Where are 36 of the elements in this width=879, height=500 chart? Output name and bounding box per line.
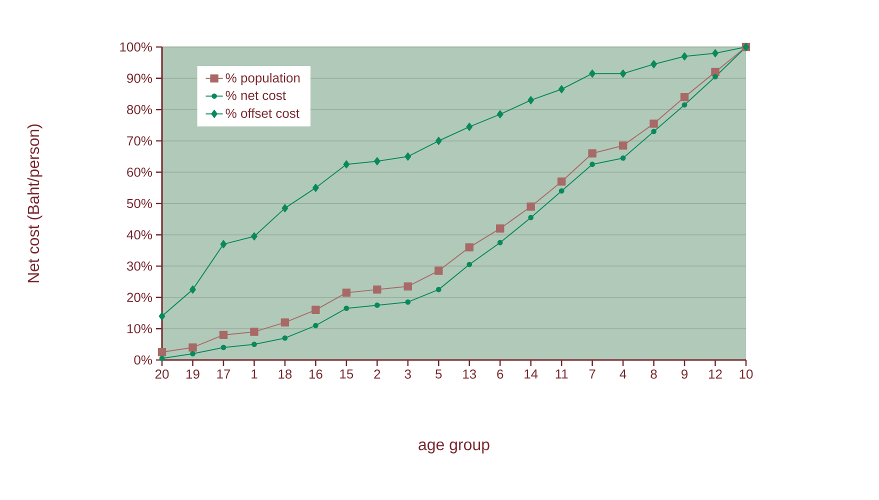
x-tick-label: 10 [740, 370, 753, 379]
x-tick-label: 20 [155, 370, 169, 379]
y-tick-label: 90% [127, 74, 152, 83]
legend-label: % population [226, 72, 300, 86]
x-tick-label: 8 [650, 370, 657, 379]
y-tick-label: 70% [127, 136, 152, 146]
legend-label: % net cost [226, 90, 286, 100]
x-tick-label: 18 [278, 370, 292, 379]
y-tick-label: 20% [127, 292, 152, 302]
y-tick-label: 100% [120, 42, 152, 52]
y-axis-title: Net cost (Baht/person) [27, 124, 42, 282]
y-tick-label: 40% [126, 230, 152, 240]
y-tick-label: 60% [127, 168, 152, 177]
x-tick-label: 9 [682, 370, 688, 379]
x-tick-label: 17 [217, 370, 230, 378]
x-tick-label: 15 [340, 370, 354, 379]
x-tick-label: 11 [556, 370, 568, 378]
x-tick-label: 5 [436, 370, 442, 379]
legend-label: % offset cost [226, 108, 300, 118]
x-tick-label: 3 [404, 370, 411, 379]
x-tick-label: 16 [309, 370, 322, 379]
y-tick-label: 80% [127, 104, 152, 114]
x-tick-label: 13 [463, 370, 476, 379]
x-tick-label: 6 [497, 370, 504, 379]
x-tick-label: 2 [374, 370, 380, 379]
y-tick-label: 50% [126, 198, 152, 208]
x-tick-label: 19 [186, 370, 200, 379]
x-tick-label: 4 [620, 370, 626, 378]
y-tick-label: 10% [127, 324, 152, 334]
x-tick-label: 7 [589, 370, 596, 378]
y-tick-label: 30% [126, 261, 152, 271]
x-tick-label: 1 [252, 370, 258, 378]
x-tick-label: 12 [709, 370, 722, 379]
x-tick-label: 14 [524, 370, 538, 378]
x-axis-title: age group [418, 442, 490, 454]
y-tick-label: 0% [134, 355, 152, 365]
